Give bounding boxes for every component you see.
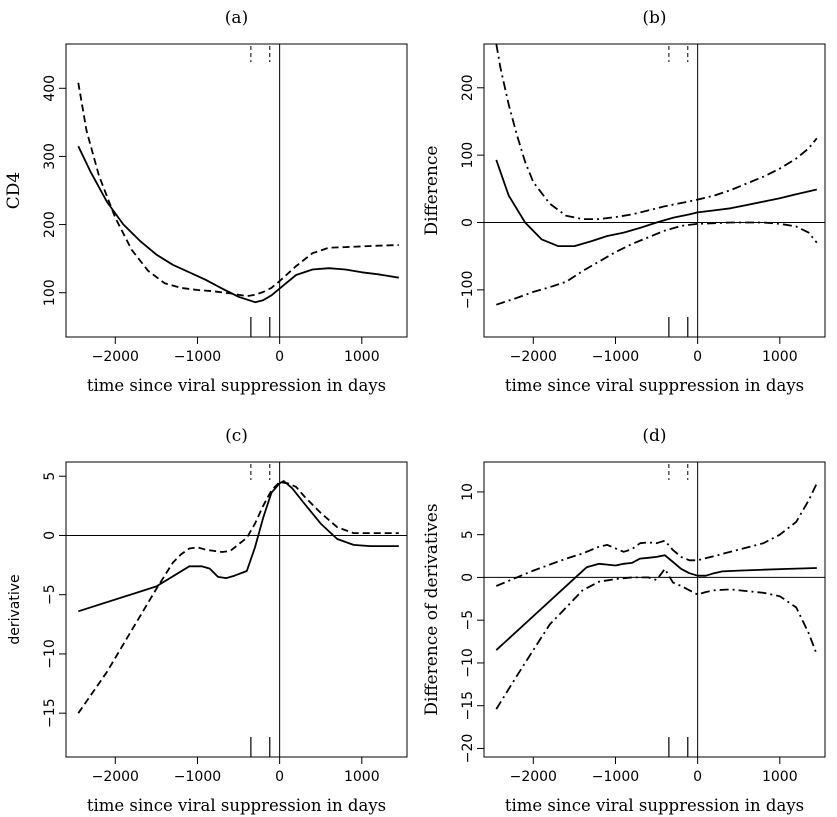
panel-title: (c) xyxy=(225,426,248,446)
y-tick-label: −100 xyxy=(460,271,476,309)
x-tick-label: −1000 xyxy=(174,349,221,365)
x-tick-label: 1000 xyxy=(344,769,380,785)
x-tick-label: −2000 xyxy=(510,349,557,365)
x-axis-label: time since viral suppression in days xyxy=(505,376,804,395)
panel-d: (d) time since viral suppression in days D… xyxy=(422,426,826,815)
x-tick-label: −1000 xyxy=(592,769,639,785)
y-tick-label: −5 xyxy=(460,610,476,631)
panel-c: (c) time since viral suppression in days d… xyxy=(7,426,408,815)
y-tick-label: 200 xyxy=(42,211,58,238)
series-line-dashed-1 xyxy=(77,481,399,714)
y-tick-label: −15 xyxy=(42,698,58,728)
x-tick-label: −1000 xyxy=(174,769,221,785)
x-tick-label: −2000 xyxy=(510,769,557,785)
x-tick-label: 1000 xyxy=(344,349,380,365)
x-tick-label: −2000 xyxy=(92,349,139,365)
x-axis-label: time since viral suppression in days xyxy=(87,376,386,395)
y-tick-label: 300 xyxy=(42,143,58,170)
y-tick-label: −20 xyxy=(460,734,476,764)
x-tick-label: 0 xyxy=(693,349,702,365)
series-line-solid-0 xyxy=(495,554,817,651)
y-tick-label: −10 xyxy=(460,648,476,678)
y-axis-label: CD4 xyxy=(4,172,24,209)
y-tick-label: 5 xyxy=(42,472,58,481)
series-line-solid-0 xyxy=(77,145,399,304)
series-line-dashdot-1 xyxy=(495,44,818,221)
panel-title: (d) xyxy=(642,426,666,446)
y-tick-label: 100 xyxy=(42,279,58,306)
plot-frame xyxy=(483,43,826,338)
y-axis-label: Difference of derivatives xyxy=(422,503,442,715)
panel-title: (a) xyxy=(225,8,248,28)
plot-frame xyxy=(65,461,408,758)
y-axis-label: Difference xyxy=(422,146,442,236)
x-axis-label: time since viral suppression in days xyxy=(505,796,804,815)
y-tick-label: −15 xyxy=(460,691,476,721)
x-tick-label: 0 xyxy=(275,769,284,785)
series-line-solid-0 xyxy=(495,159,818,248)
y-tick-label: 10 xyxy=(460,483,476,501)
y-tick-label: 100 xyxy=(460,142,476,169)
x-tick-label: 0 xyxy=(693,769,702,785)
series-line-dashdot-1 xyxy=(495,483,818,587)
y-axis-label: derivative xyxy=(7,574,23,644)
y-tick-label: 5 xyxy=(460,530,476,539)
plot-frame xyxy=(483,461,826,758)
y-tick-label: 0 xyxy=(460,218,476,227)
x-axis-label: time since viral suppression in days xyxy=(87,796,386,815)
y-tick-label: 0 xyxy=(42,531,58,540)
panel-b: (b) time since viral suppression in days D… xyxy=(422,8,826,395)
x-tick-label: 1000 xyxy=(762,769,798,785)
panel-a: (a) time since viral suppression in days C… xyxy=(4,8,408,395)
y-tick-label: 400 xyxy=(42,75,58,102)
x-tick-label: 0 xyxy=(275,349,284,365)
series-line-dashdot-2 xyxy=(495,568,818,710)
y-tick-label: −5 xyxy=(42,584,58,605)
y-tick-label: 200 xyxy=(460,74,476,101)
series-line-solid-0 xyxy=(78,480,399,613)
panel-title: (b) xyxy=(642,8,666,28)
x-tick-label: 1000 xyxy=(762,349,798,365)
series-line-dashdot-2 xyxy=(496,221,818,306)
y-tick-label: 0 xyxy=(460,573,476,582)
x-tick-label: −1000 xyxy=(592,349,639,365)
series-line-dashed-1 xyxy=(77,82,399,298)
x-tick-label: −2000 xyxy=(92,769,139,785)
y-tick-label: −10 xyxy=(42,639,58,669)
plot-frame xyxy=(65,43,408,338)
